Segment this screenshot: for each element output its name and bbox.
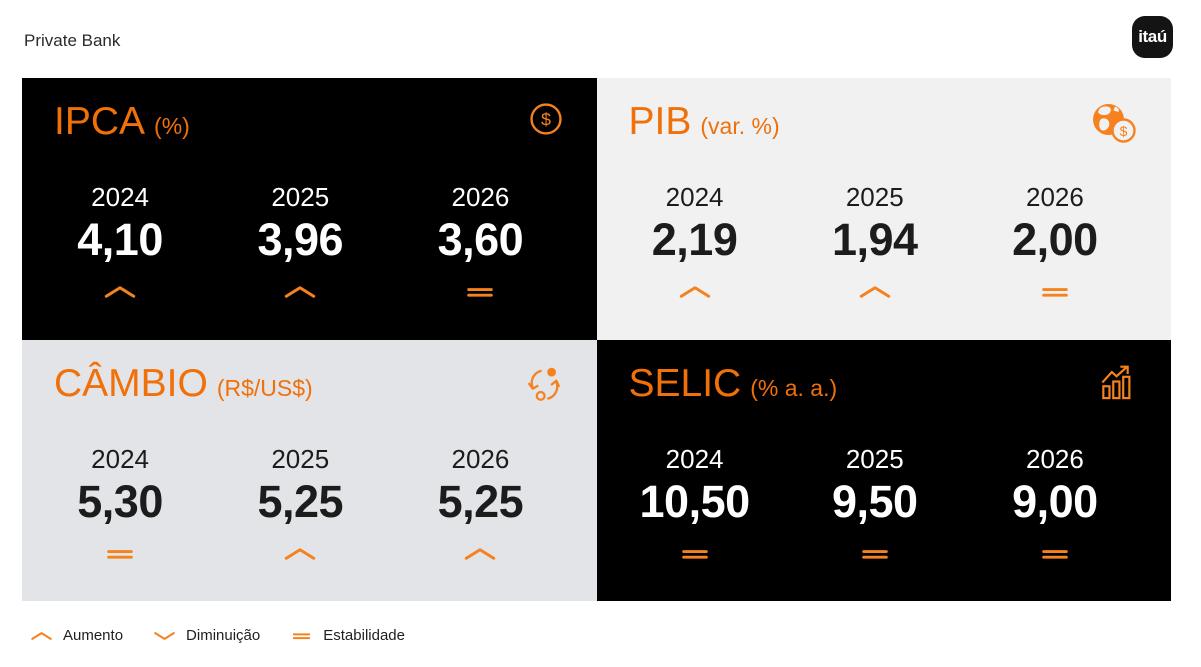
- trend-indicator-icon: [103, 546, 137, 562]
- selic-card: SELIC (% a. a.) 2024 10,50 2025: [596, 339, 1171, 601]
- value-label: 10,50: [639, 475, 751, 527]
- pib-unit: (var. %): [700, 113, 780, 139]
- cambio-col-2026: 2026 5,25: [390, 444, 570, 567]
- cambio-card: CÂMBIO (R$/US$) 2024 5,30: [22, 339, 597, 601]
- legend-item-stability: Estabilidade: [290, 627, 405, 644]
- cambio-col-2024: 2024 5,30: [30, 444, 210, 567]
- top-bar: Private Bank itaú: [0, 0, 1201, 78]
- trend-indicator-icon: [283, 284, 317, 300]
- ipca-title: IPCA: [54, 100, 146, 143]
- value-label: 4,10: [77, 214, 163, 265]
- trend-indicator-icon: [1038, 546, 1072, 562]
- legend-item-decrease: Diminuição: [153, 627, 260, 644]
- trend-indicator-icon: [678, 546, 712, 562]
- year-label: 2026: [1025, 443, 1084, 474]
- year-label: 2024: [91, 443, 149, 474]
- legend-item-increase: Aumento: [30, 627, 123, 644]
- ipca-col-2024: 2024 4,10: [30, 182, 210, 305]
- selic-col-2025: 2025 9,50: [785, 444, 965, 567]
- legend-label: Estabilidade: [323, 627, 405, 644]
- year-label: 2025: [845, 443, 904, 474]
- trend-indicator-icon: [103, 284, 137, 300]
- legend-label: Diminuição: [186, 627, 261, 644]
- ipca-card: IPCA (%) $ 2024 4,10 2025 3,96: [22, 78, 597, 340]
- value-label: 9,00: [1012, 475, 1098, 527]
- year-label: 2026: [451, 182, 510, 212]
- year-label: 2025: [271, 443, 330, 474]
- year-label: 2025: [845, 182, 904, 212]
- selic-col-2024: 2024 10,50: [605, 444, 785, 567]
- brand-title: Private Bank: [24, 31, 121, 50]
- legend: Aumento Diminuição Estabilidade: [30, 627, 1201, 644]
- trend-indicator-icon: [463, 546, 497, 562]
- decrease-legend-icon: [153, 630, 176, 642]
- exchange-icon: [525, 364, 563, 404]
- legend-label: Aumento: [63, 627, 124, 644]
- year-label: 2026: [1025, 182, 1084, 212]
- selic-title: SELIC: [628, 361, 742, 405]
- cambio-unit: (R$/US$): [216, 374, 313, 401]
- year-label: 2025: [271, 182, 330, 212]
- svg-text:$: $: [541, 110, 551, 130]
- value-label: 5,25: [257, 475, 344, 527]
- trend-indicator-icon: [678, 284, 712, 300]
- svg-text:$: $: [1120, 123, 1128, 139]
- year-label: 2024: [665, 443, 724, 474]
- selic-unit: (% a. a.): [750, 374, 838, 401]
- increase-legend-icon: [30, 630, 53, 642]
- globe-dollar-icon: $: [1091, 102, 1137, 144]
- value-label: 5,30: [77, 475, 163, 527]
- year-label: 2024: [665, 182, 724, 212]
- trend-indicator-icon: [1038, 284, 1072, 300]
- chart-up-icon: [1099, 364, 1137, 400]
- ipca-col-2026: 2026 3,60: [390, 182, 570, 305]
- value-label: 2,00: [1012, 214, 1098, 265]
- value-label: 1,94: [831, 214, 918, 265]
- trend-indicator-icon: [858, 284, 892, 300]
- ipca-unit: (%): [154, 113, 190, 139]
- value-label: 3,96: [257, 214, 344, 265]
- value-label: 2,19: [651, 214, 738, 265]
- value-label: 3,60: [437, 214, 524, 265]
- cambio-col-2025: 2025 5,25: [210, 444, 390, 567]
- itau-logo-text: itaú: [1138, 27, 1167, 46]
- trend-indicator-icon: [463, 284, 497, 300]
- year-label: 2024: [91, 182, 149, 212]
- pib-title: PIB: [628, 100, 692, 143]
- value-label: 5,25: [437, 475, 524, 527]
- pib-col-2026: 2026 2,00: [965, 182, 1145, 305]
- ipca-col-2025: 2025 3,96: [210, 182, 390, 305]
- pib-col-2024: 2024 2,19: [605, 182, 785, 305]
- cambio-title: CÂMBIO: [54, 361, 208, 405]
- indicator-grid: IPCA (%) $ 2024 4,10 2025 3,96: [22, 78, 1171, 601]
- pib-card: PIB (var. %) $ 2024 2,19: [596, 78, 1171, 340]
- dollar-circle-icon: $: [529, 102, 563, 136]
- stability-legend-icon: [290, 630, 313, 642]
- trend-indicator-icon: [858, 546, 892, 562]
- selic-col-2026: 2026 9,00: [965, 444, 1145, 567]
- pib-col-2025: 2025 1,94: [785, 182, 965, 305]
- value-label: 9,50: [831, 475, 918, 527]
- itau-logo: itaú: [1132, 16, 1173, 58]
- year-label: 2026: [451, 443, 510, 474]
- trend-indicator-icon: [283, 546, 317, 562]
